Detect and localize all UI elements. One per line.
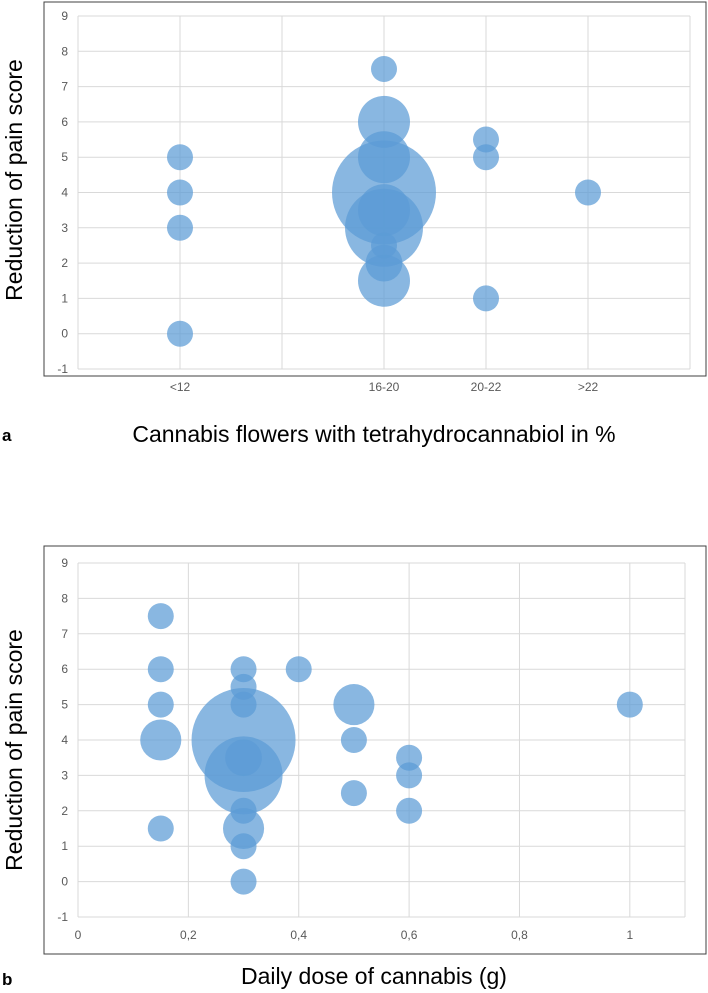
a-bubble [371,55,397,82]
a-bubble [167,179,193,206]
a-y-tick-label: 2 [61,256,68,270]
chart-a-frame [43,1,707,377]
a-bubble [167,214,193,241]
b-y-tick-label: 4 [61,733,68,747]
a-y-tick-label: 8 [61,44,68,58]
chart-a-y-axis-label: Reduction of pain score [1,59,27,301]
b-bubble [230,797,257,824]
b-bubble [225,739,262,777]
chart-b-bubbles [140,603,643,895]
chart-b-frame [43,545,707,955]
b-x-tick-label: 1 [626,928,633,942]
b-y-tick-label: 3 [61,768,68,782]
chart-b-y-axis-label: Reduction of pain score [1,629,27,871]
b-bubble [147,656,174,683]
b-y-tick-label: 9 [61,556,68,570]
b-bubble [140,719,182,761]
b-bubble [396,762,423,789]
chart-a-bubbles [167,55,601,347]
chart-a-x-ticks: <12 16-20 20-22 >22 [170,380,599,394]
b-y-tick-label: 7 [61,627,68,641]
a-y-tick-label: 0 [61,327,68,341]
a-x-tick-label: 16-20 [369,380,400,394]
b-y-tick-label: 6 [61,662,68,676]
chart-b-y-ticks: -1 0 1 2 3 4 5 6 7 8 9 [57,556,68,924]
b-x-tick-label: 0,6 [401,928,418,942]
a-y-tick-label: 6 [61,115,68,129]
b-bubble [396,797,423,824]
a-bubble [358,184,410,237]
b-y-tick-label: -1 [57,910,68,924]
a-bubble [371,232,397,259]
b-bubble [147,815,174,842]
b-y-tick-label: 5 [61,698,68,712]
b-bubble [230,868,257,895]
chart-b-x-axis-label: Daily dose of cannabis (g) [241,963,507,989]
chart-a-panel-label: a [2,426,12,445]
chart-b-grid [77,562,686,918]
chart-a-y-ticks: -1 0 1 2 3 4 5 6 7 8 9 [57,9,68,376]
a-bubble [473,285,499,312]
b-bubble [340,780,367,807]
a-x-tick-label: <12 [170,380,191,394]
a-x-tick-label: 20-22 [471,380,502,394]
b-bubble [333,684,375,726]
b-bubble [616,691,643,718]
b-bubble [340,727,367,753]
chart-a-x-axis-label: Cannabis flowers with tetrahydrocannabio… [132,421,615,447]
a-x-tick-label: >22 [578,380,599,394]
chart-b: -1 0 1 2 3 4 5 6 7 8 9 0 0,2 0,4 0,6 0,8 1 Reduction of… [1,545,707,989]
b-bubble [147,691,174,718]
a-y-tick-label: -1 [57,362,68,376]
chart-a: -1 0 1 2 3 4 5 6 7 8 9 <12 16-20 20-22 >22 Reduction … [1,1,707,447]
a-bubble [167,144,193,171]
a-bubble [358,131,410,184]
b-x-tick-label: 0,4 [290,928,307,942]
b-x-tick-label: 0,8 [511,928,528,942]
b-bubble [147,603,174,630]
chart-b-panel-label: b [2,970,12,989]
a-bubble [575,179,601,206]
a-bubble [167,320,193,347]
b-bubble [285,656,312,683]
b-bubble [230,691,257,718]
chart-b-x-ticks: 0 0,2 0,4 0,6 0,8 1 [75,928,634,942]
a-y-tick-label: 3 [61,221,68,235]
b-bubble [230,833,257,860]
b-y-tick-label: 1 [61,839,68,853]
b-y-tick-label: 8 [61,591,68,605]
a-y-tick-label: 7 [61,80,68,94]
a-y-tick-label: 1 [61,291,68,305]
b-x-tick-label: 0 [75,928,82,942]
a-y-tick-label: 4 [61,186,68,200]
b-y-tick-label: 0 [61,875,68,889]
b-y-tick-label: 2 [61,804,68,818]
a-y-tick-label: 5 [61,150,68,164]
a-bubble [473,144,499,171]
a-y-tick-label: 9 [61,9,68,23]
b-x-tick-label: 0,2 [180,928,197,942]
